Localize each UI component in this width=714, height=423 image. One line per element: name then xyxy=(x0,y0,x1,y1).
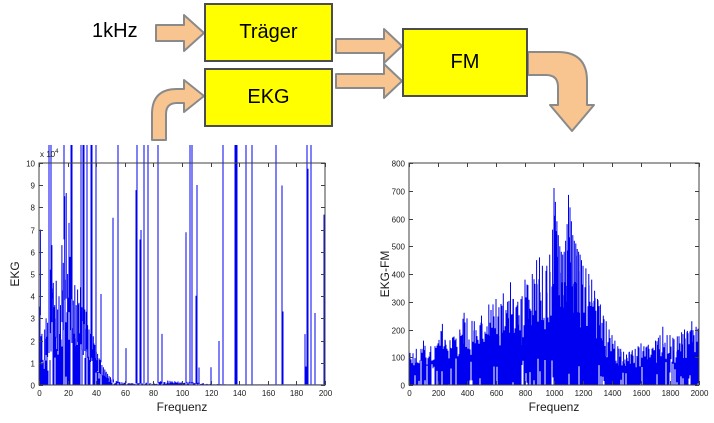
svg-text:600: 600 xyxy=(392,216,406,225)
svg-text:400: 400 xyxy=(461,389,475,398)
ekg-fm-spectrum-chart: 0 200 400 600 800 1000 1200 1400 1600 1800 2000 0 10… xyxy=(378,145,714,417)
svg-text:800: 800 xyxy=(519,389,533,398)
svg-text:1800: 1800 xyxy=(662,389,680,398)
svg-text:8: 8 xyxy=(31,204,36,213)
block-traeger: Träger xyxy=(204,3,333,62)
svg-text:100: 100 xyxy=(176,389,190,398)
input-frequency-label: 1kHz xyxy=(92,20,138,42)
svg-text:60: 60 xyxy=(121,389,130,398)
svg-text:200: 200 xyxy=(432,389,446,398)
axis-scale-label: x 104 xyxy=(40,149,59,159)
tick-labels: 0 200 400 600 800 1000 1200 1400 1600 1800 2000 0 10… xyxy=(392,160,709,399)
svg-text:100: 100 xyxy=(392,354,406,363)
svg-text:3: 3 xyxy=(31,315,36,324)
svg-text:400: 400 xyxy=(392,271,406,280)
svg-text:2000: 2000 xyxy=(691,389,709,398)
ekg-spectrum-chart: 0 20 40 60 80 100 120 140 160 180 200 0 1 2 3 4 5 6 7 8 9 10 F… xyxy=(8,0,340,417)
svg-text:600: 600 xyxy=(490,389,504,398)
svg-text:800: 800 xyxy=(392,160,406,169)
block-diagram: 1kHz Träger EKG FM xyxy=(0,0,714,145)
block-fm-label: FM xyxy=(450,51,480,73)
svg-text:1200: 1200 xyxy=(575,389,593,398)
svg-text:140: 140 xyxy=(233,389,247,398)
chart-svg: 0 200 400 600 800 1000 1200 1400 1600 1800 2000 0 10… xyxy=(378,160,709,415)
axes xyxy=(408,162,700,386)
svg-text:4: 4 xyxy=(31,293,36,302)
tick-labels: 0 20 40 60 80 100 120 140 160 180 200 0 1 2 3 4 5 6 7 8 9 10 xyxy=(26,160,333,399)
block-ekg-label: EKG xyxy=(247,86,290,108)
svg-text:80: 80 xyxy=(149,389,158,398)
svg-text:10: 10 xyxy=(26,160,35,169)
svg-text:300: 300 xyxy=(392,299,406,308)
svg-text:700: 700 xyxy=(392,188,406,197)
svg-text:40: 40 xyxy=(92,389,101,398)
arrow-curved-input-to-ekg-icon xyxy=(151,79,205,141)
diagram-arrows xyxy=(151,14,595,141)
block-fm: FM xyxy=(402,28,528,97)
svg-text:180: 180 xyxy=(290,389,304,398)
svg-text:500: 500 xyxy=(392,243,406,252)
block-ekg: EKG xyxy=(204,68,333,127)
svg-text:0: 0 xyxy=(401,382,406,391)
svg-text:200: 200 xyxy=(319,389,333,398)
svg-text:20: 20 xyxy=(64,389,73,398)
svg-text:1600: 1600 xyxy=(633,389,651,398)
spectrum-series xyxy=(408,188,700,385)
svg-text:200: 200 xyxy=(392,327,406,336)
svg-text:160: 160 xyxy=(262,389,276,398)
svg-text:120: 120 xyxy=(205,389,219,398)
svg-text:5: 5 xyxy=(31,271,36,280)
y-axis-label: EKG-FM xyxy=(380,251,392,298)
axes xyxy=(38,162,326,386)
arrow-traeger-to-fm-icon xyxy=(335,28,403,64)
arrow-fm-output-down-icon xyxy=(527,51,595,132)
svg-text:1000: 1000 xyxy=(546,389,564,398)
svg-text:1: 1 xyxy=(31,360,36,369)
svg-text:7: 7 xyxy=(31,227,36,236)
x-axis-label: Frequenz xyxy=(157,400,208,414)
spectrum-series xyxy=(38,0,326,385)
svg-text:9: 9 xyxy=(31,182,36,191)
svg-text:0: 0 xyxy=(37,389,42,398)
svg-text:1400: 1400 xyxy=(604,389,622,398)
x-axis-label: Frequenz xyxy=(529,400,580,414)
svg-text:2: 2 xyxy=(31,338,36,347)
block-traeger-label: Träger xyxy=(239,21,298,43)
svg-text:0: 0 xyxy=(31,382,36,391)
arrow-ekg-to-fm-icon xyxy=(335,63,403,99)
svg-text:0: 0 xyxy=(407,389,412,398)
svg-text:6: 6 xyxy=(31,249,36,258)
chart-svg: 0 20 40 60 80 100 120 140 160 180 200 0 1 2 3 4 5 6 7 8 9 10 F… xyxy=(8,0,333,414)
y-axis-label: EKG xyxy=(10,261,22,286)
arrow-1khz-to-traeger-icon xyxy=(155,14,205,52)
